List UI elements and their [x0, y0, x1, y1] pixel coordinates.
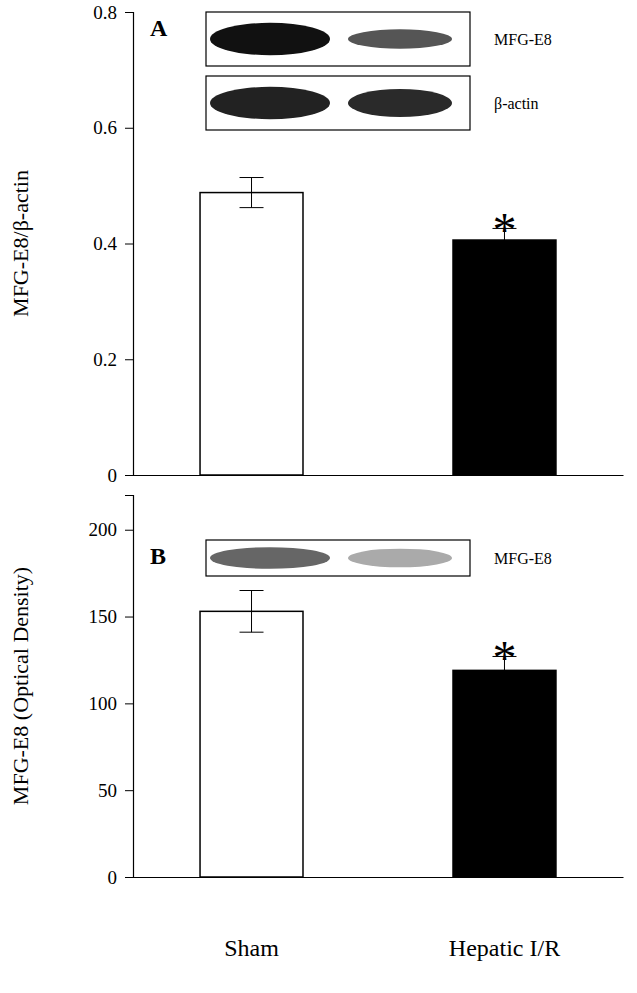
error-cap [240, 590, 264, 591]
error-stem [251, 591, 252, 633]
panel-label: B [150, 543, 166, 569]
bar [200, 193, 303, 475]
tick: 150 [89, 606, 134, 627]
blot-frame [206, 540, 470, 576]
error-cap [240, 632, 264, 633]
blot-label: β-actin [494, 95, 539, 113]
tick-mark [125, 359, 133, 360]
tick-label: 0.4 [93, 233, 117, 254]
tick-mark [125, 530, 133, 531]
bar [200, 611, 303, 877]
tick-label: Sham [224, 935, 279, 961]
blot [206, 76, 470, 130]
tick-mark [125, 244, 133, 245]
x-axis [134, 475, 624, 477]
plot-area [200, 591, 556, 878]
panel: 0 50 100 150 200 Sham Hepatic I/R MFG-E8 (Optic… [8, 496, 624, 962]
tick-mark [125, 475, 133, 476]
tick: 0.4 [93, 233, 133, 254]
annotation: * [492, 203, 516, 256]
tick-label: 0 [108, 465, 118, 486]
y-axis: 0 0.2 0.4 0.6 0.8 [93, 2, 133, 486]
blot-band [348, 89, 452, 117]
axis-line [134, 475, 624, 476]
figure: 0 0.2 0.4 0.6 0.8 MFG-E8/β-actin A MFG-E8 β-acti… [0, 0, 637, 993]
tick-label: 0.2 [93, 349, 117, 370]
axis-line [125, 13, 134, 476]
blot-band [210, 87, 330, 119]
axis-line [125, 496, 134, 878]
tick-mark [125, 128, 133, 129]
blot-label: MFG-E8 [494, 550, 552, 567]
bar [453, 670, 556, 877]
bar [453, 240, 556, 475]
y-axis-title: MFG-E8 (Optical Density) [8, 567, 33, 805]
tick-label: 0 [108, 867, 118, 888]
blot-band [210, 547, 330, 569]
tick-label: 0.8 [93, 2, 117, 23]
panel: 0 0.2 0.4 0.6 0.8 MFG-E8/β-actin A MFG-E8 β-acti… [8, 2, 624, 486]
axis-line [134, 877, 624, 878]
error-bar [240, 591, 264, 633]
tick-mark [125, 12, 133, 13]
blot-frame [206, 12, 470, 66]
error-cap [240, 177, 264, 178]
tick: 100 [89, 693, 134, 714]
y-axis-title: MFG-E8/β-actin [8, 170, 33, 317]
annotation: * [492, 631, 516, 684]
error-stem [251, 178, 252, 208]
tick-mark [125, 877, 133, 878]
tick: 0 [108, 465, 134, 486]
tick-mark [125, 617, 133, 618]
tick-label: 150 [89, 606, 118, 627]
blot-label: MFG-E8 [494, 31, 552, 48]
tick-mark [125, 790, 133, 791]
blot-frame [206, 76, 470, 130]
y-axis: 0 50 100 150 200 [89, 496, 134, 888]
plot-area [200, 178, 556, 475]
tick: Sham [224, 877, 279, 961]
blot [206, 12, 470, 66]
tick: Hepatic I/R [449, 877, 560, 961]
error-cap [240, 207, 264, 208]
blot [206, 540, 470, 576]
blot-band [210, 23, 330, 55]
tick-label: 100 [89, 693, 118, 714]
tick: 0 [108, 867, 134, 888]
tick: 50 [98, 780, 133, 801]
error-bar [240, 178, 264, 208]
tick-label: Hepatic I/R [449, 935, 560, 961]
tick-label: 200 [89, 519, 118, 540]
tick: 200 [89, 519, 134, 540]
panel-label: A [150, 15, 168, 41]
tick: 0.6 [93, 117, 133, 138]
blot-band [348, 549, 452, 568]
blot-band [348, 29, 452, 48]
tick-label: 0.6 [93, 117, 117, 138]
x-axis: Sham Hepatic I/R [134, 877, 624, 961]
tick-label: 50 [98, 780, 117, 801]
tick-mark [125, 703, 133, 704]
tick: 0.8 [93, 2, 133, 23]
tick: 0.2 [93, 349, 133, 370]
